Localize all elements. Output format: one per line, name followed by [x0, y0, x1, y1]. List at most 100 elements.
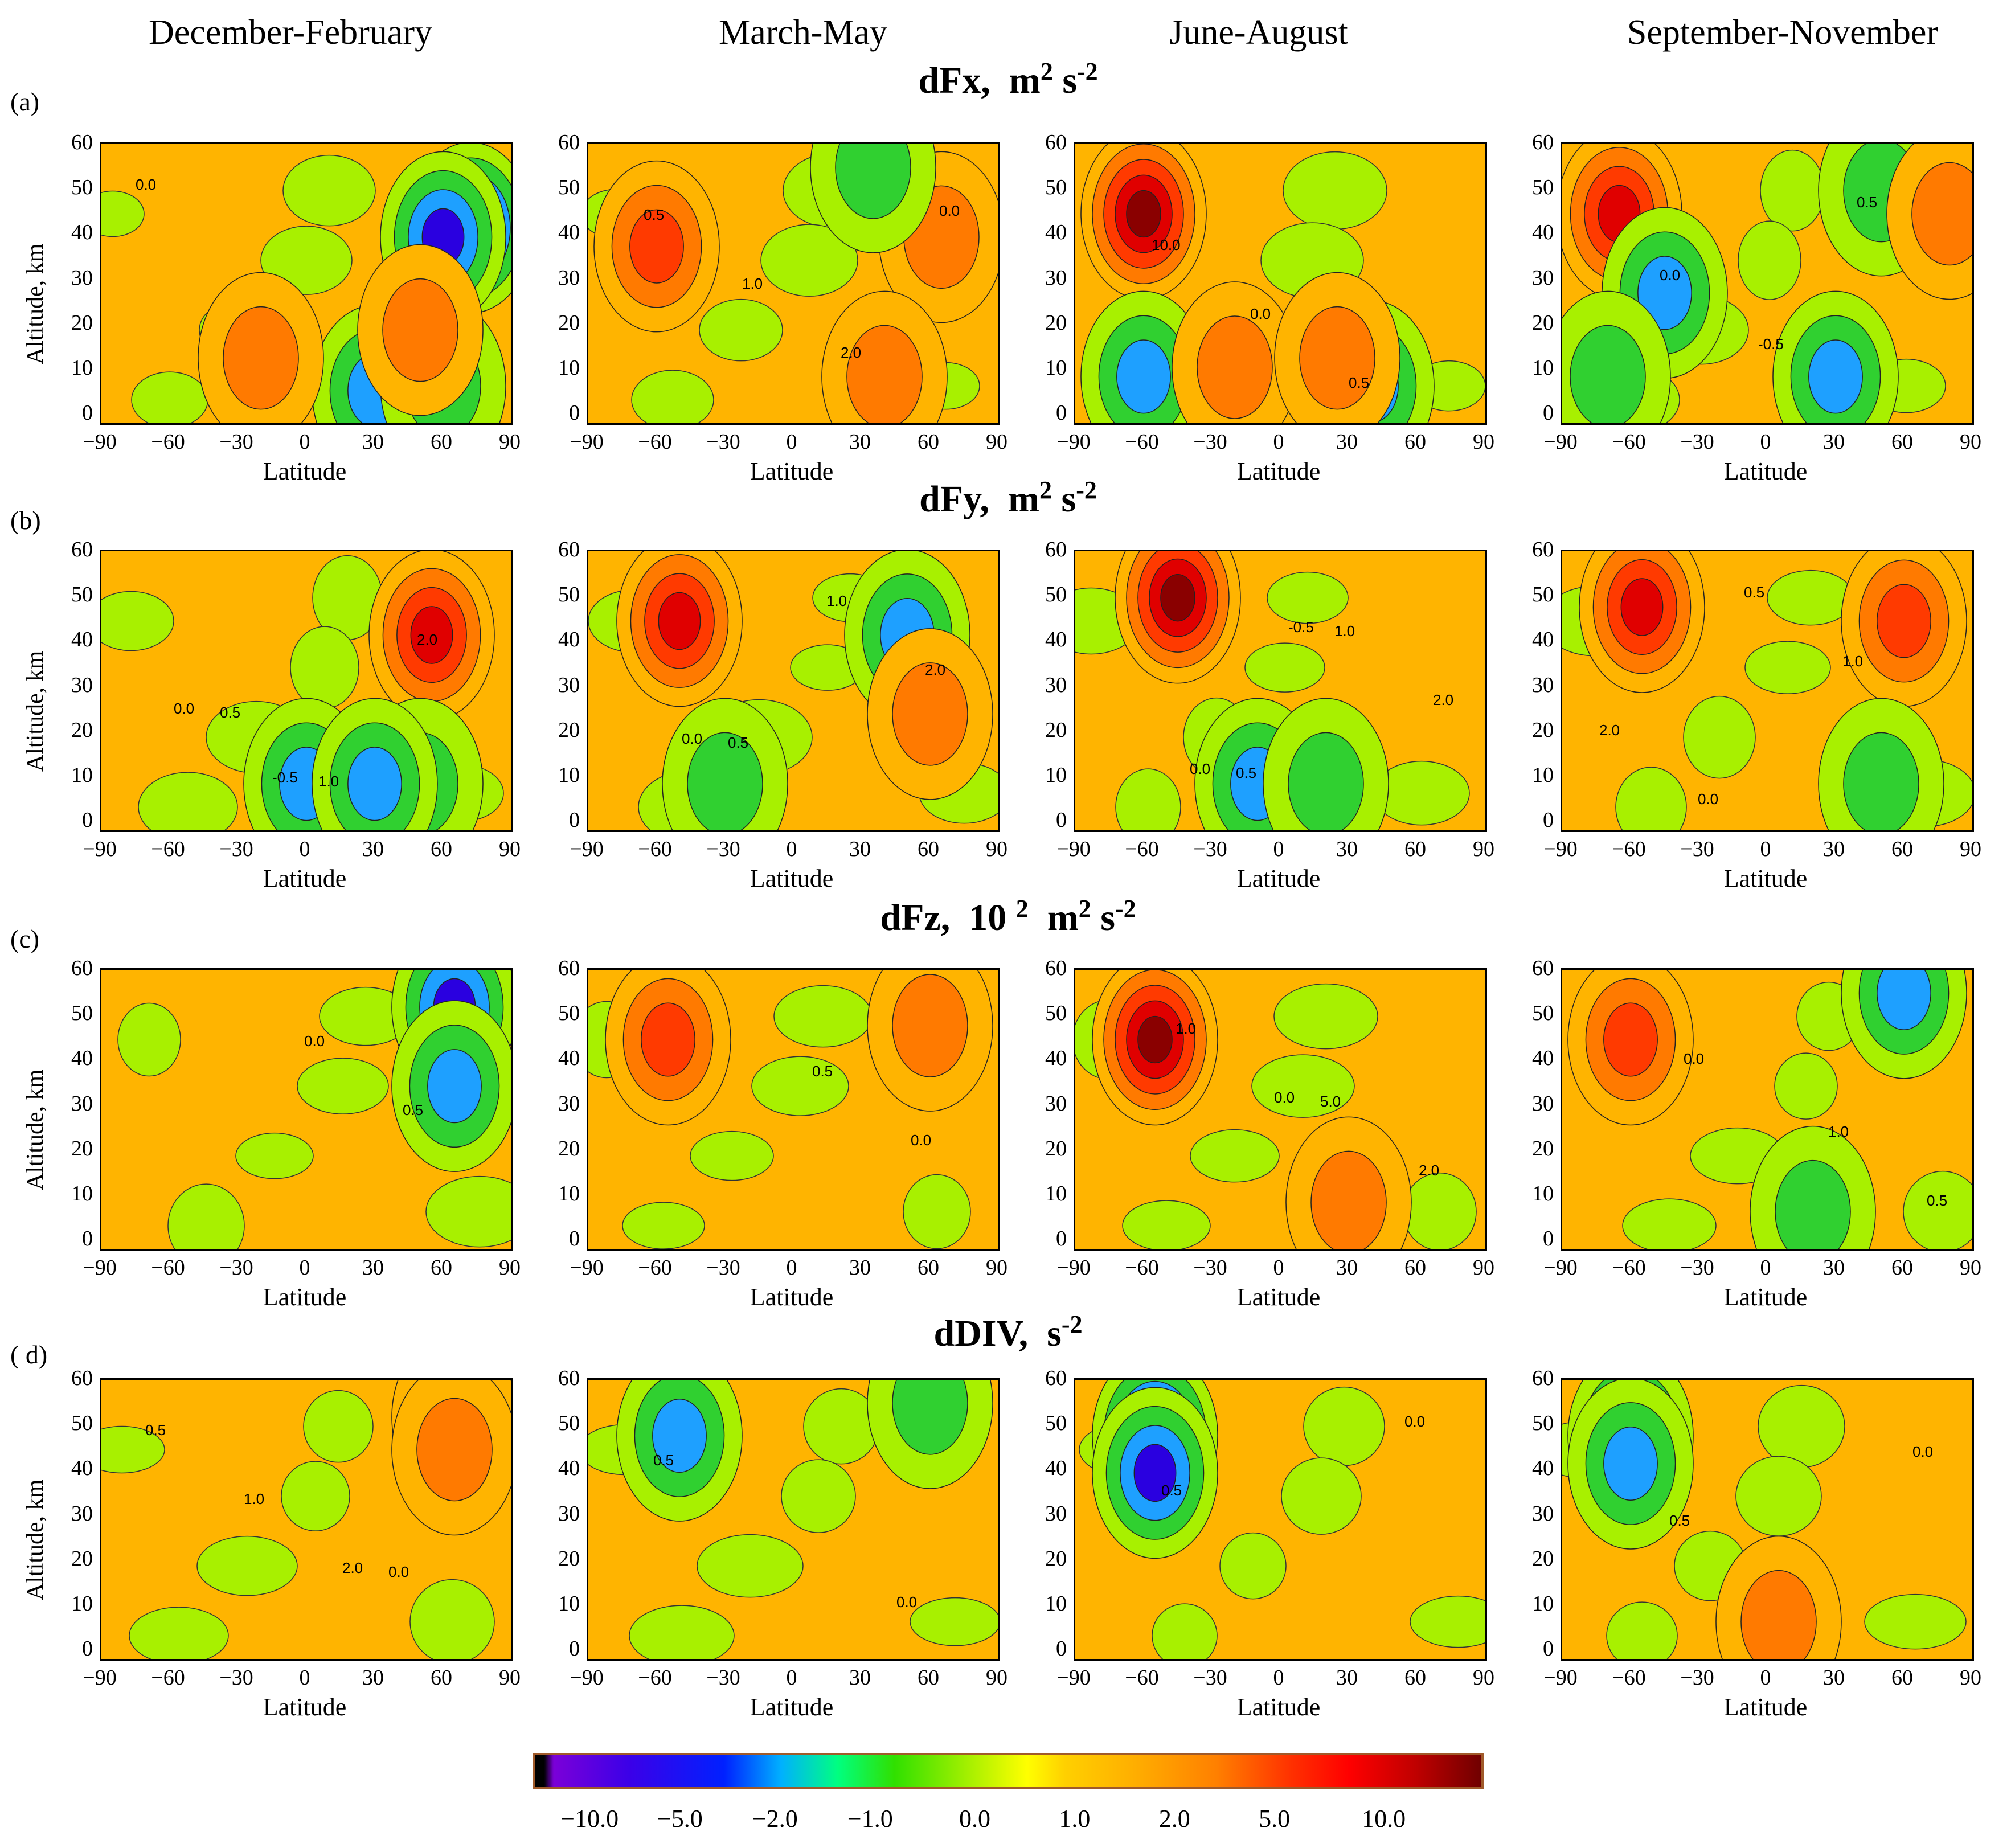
y-tick-label: 40: [558, 220, 580, 245]
x-tick-label: 30: [849, 1256, 871, 1280]
contour-svg: 1.0 0.5 0.0: [1567, 970, 1972, 1249]
contour-label: 0.0: [896, 1593, 917, 1611]
zero-contour-region: [260, 226, 353, 295]
colorbar-tick-label: 10.0: [1362, 1805, 1406, 1833]
y-tick-label: 0: [1056, 1227, 1067, 1251]
contour-label: 0.0: [1660, 267, 1680, 284]
x-tick-label: −60: [638, 430, 672, 454]
contour-level--2.0: [347, 747, 402, 821]
x-tick-label: 90: [499, 1666, 521, 1690]
contour-label: 2.0: [841, 344, 861, 361]
y-tick-label: 30: [1532, 1091, 1554, 1116]
y-tick-label: 10: [558, 763, 580, 788]
y-tick-label: 30: [1045, 265, 1067, 290]
contour-label: 0.0: [1684, 1050, 1704, 1067]
contour-label: 1.0: [1334, 622, 1355, 640]
x-tick-label: 60: [918, 1256, 939, 1280]
y-tick-label: 20: [1532, 718, 1554, 742]
y-tick-label: 40: [1045, 1046, 1067, 1071]
y-tick-label: 60: [1532, 1366, 1554, 1390]
zero-contour-region: [699, 298, 783, 362]
contour-label: 0.5: [1236, 764, 1256, 781]
zero-contour-region: [101, 190, 145, 237]
x-tick-label: −30: [1193, 430, 1227, 454]
x-axis-label: Latitude: [263, 864, 347, 892]
zero-contour-region: [1251, 1054, 1355, 1118]
x-axis-label: Latitude: [1236, 457, 1321, 485]
y-tick-label: 50: [1532, 583, 1554, 607]
y-tick-label: 0: [82, 1637, 93, 1661]
zero-contour-region: [1767, 569, 1854, 626]
contour-level--1.0: [1843, 732, 1919, 830]
x-tick-label: −90: [1056, 1666, 1091, 1690]
x-tick-label: 90: [986, 430, 1008, 454]
y-tick-label: 0: [1056, 808, 1067, 833]
y-tick-label: 20: [558, 1546, 580, 1571]
y-tick-label: 50: [1532, 1001, 1554, 1026]
y-axis-label: Altitude, km: [22, 1479, 48, 1600]
contour-plot-dfx-3: 0.0 -0.5 0.5: [1561, 142, 1974, 425]
x-tick-label: 60: [1404, 1666, 1426, 1690]
contour-label: -0.5: [272, 769, 298, 786]
y-tick-label: 60: [558, 538, 580, 562]
contour-level--1.0: [1288, 732, 1364, 830]
zero-contour-region: [1267, 571, 1349, 624]
x-tick-label: 60: [431, 1666, 452, 1690]
x-tick-label: −60: [1125, 1666, 1159, 1690]
x-tick-label: 60: [1404, 1256, 1426, 1280]
x-tick-label: −90: [1543, 430, 1578, 454]
season-header: June-August: [1169, 13, 1348, 52]
y-tick-label: 60: [71, 1366, 93, 1390]
x-tick-label: −30: [1193, 837, 1227, 861]
contour-level-1.0: [892, 662, 968, 766]
contour-level--2.0: [427, 1049, 482, 1124]
contour-plot-dfy-2: 0.5 1.0 2.0 0.0 -0.5: [1074, 550, 1487, 832]
x-tick-label: 0: [786, 430, 797, 454]
contour-level--2.0: [652, 1398, 707, 1473]
contour-plot-ddiv-1: 0.0 0.5: [587, 1378, 1000, 1661]
contour-label: 2.0: [1419, 1162, 1439, 1179]
y-tick-label: 10: [1045, 356, 1067, 380]
contour-label: 0.5: [403, 1101, 423, 1118]
zero-contour-region: [773, 985, 873, 1048]
x-axis-label: Latitude: [750, 1283, 834, 1311]
x-tick-label: 30: [1336, 1666, 1358, 1690]
y-tick-label: 20: [71, 1546, 93, 1571]
y-tick-label: 10: [1532, 763, 1554, 788]
contour-label: 0.5: [220, 704, 240, 721]
x-tick-label: −30: [706, 837, 740, 861]
y-tick-label: 30: [1532, 673, 1554, 697]
row-label: ( d): [10, 1340, 48, 1369]
y-tick-label: 40: [1045, 220, 1067, 245]
zero-contour-region: [903, 1174, 971, 1249]
y-tick-label: 0: [82, 808, 93, 833]
x-tick-label: 90: [1473, 430, 1494, 454]
contour-label: 0.5: [1161, 1482, 1182, 1499]
x-tick-label: −90: [1056, 837, 1091, 861]
zero-contour-region: [631, 370, 714, 423]
row-title: dFy, m2 s-2: [919, 476, 1097, 520]
y-tick-label: 30: [1045, 1501, 1067, 1526]
contour-label: 1.0: [1176, 1020, 1196, 1037]
y-tick-label: 60: [558, 130, 580, 154]
contour-level--2.0: [1603, 1426, 1658, 1501]
y-tick-label: 10: [1045, 1182, 1067, 1206]
contour-level-1.0: [416, 1398, 493, 1502]
contour-level--2.0: [1637, 256, 1692, 330]
y-tick-label: 10: [1532, 1182, 1554, 1206]
contour-label: 0.5: [1744, 584, 1764, 601]
y-tick-label: 60: [71, 956, 93, 980]
y-tick-label: 20: [1045, 1136, 1067, 1161]
x-tick-label: 30: [849, 837, 871, 861]
contour-level-2.0: [629, 209, 684, 284]
x-tick-label: −30: [1680, 430, 1714, 454]
y-tick-label: 30: [71, 265, 93, 290]
contour-level--1.0: [1775, 1159, 1851, 1249]
x-tick-label: 90: [499, 837, 521, 861]
zero-contour-region: [697, 1534, 804, 1598]
contour-label: -0.5: [1288, 618, 1314, 636]
x-tick-label: −30: [1193, 1256, 1227, 1280]
zero-contour-region: [1864, 1593, 1967, 1650]
x-tick-label: 90: [1960, 1256, 1981, 1280]
x-tick-label: 60: [918, 837, 939, 861]
